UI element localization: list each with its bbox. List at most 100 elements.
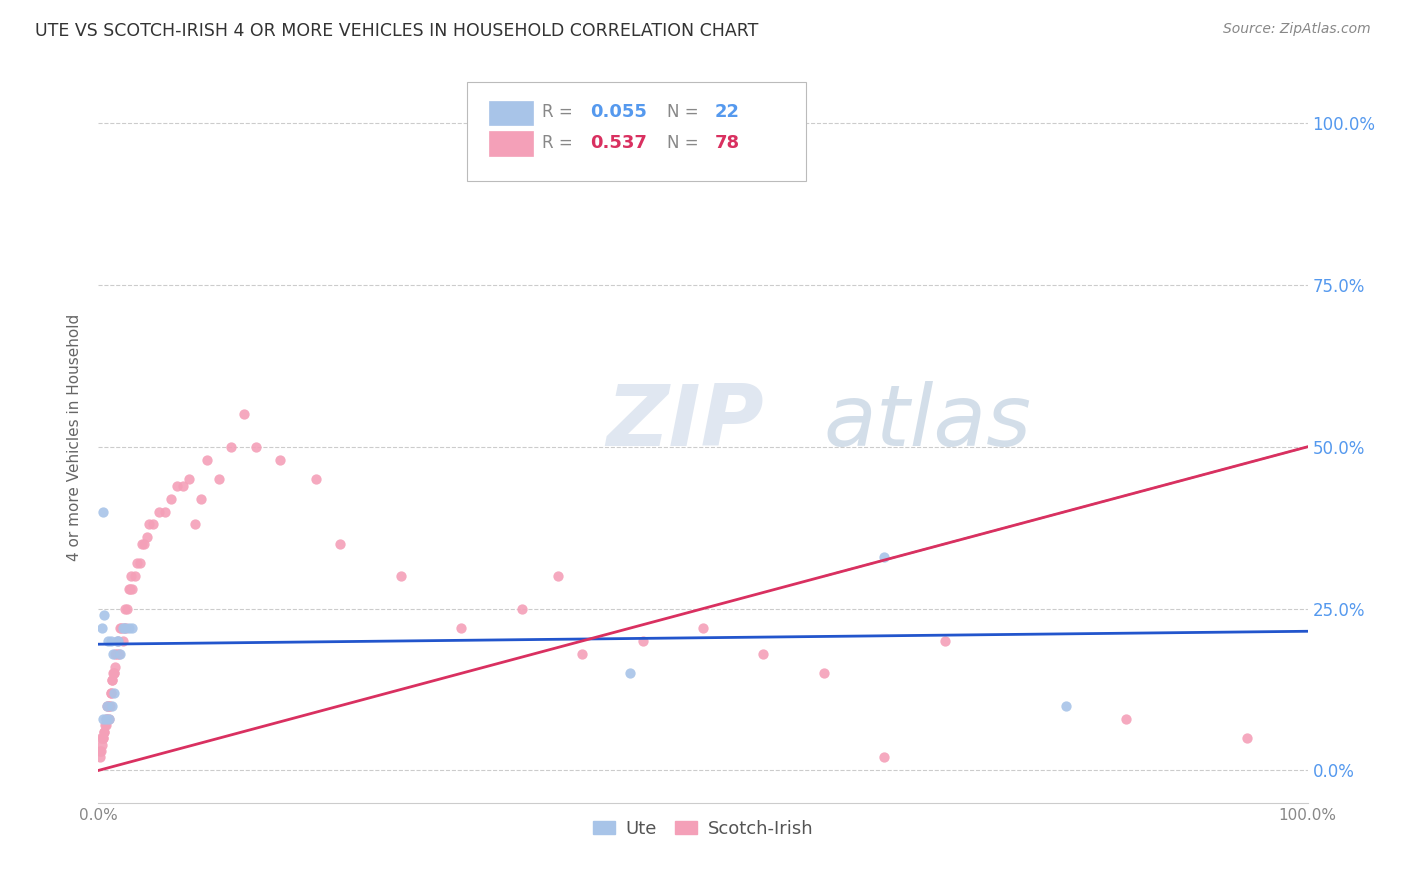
- FancyBboxPatch shape: [467, 82, 806, 181]
- Point: [91, 504, 114, 518]
- Point: [93, 724, 115, 739]
- Legend: Ute, Scotch-Irish: Ute, Scotch-Irish: [586, 813, 820, 845]
- Point: [104, 660, 127, 674]
- Point: [89, 750, 111, 764]
- Point: [112, 621, 135, 635]
- Point: [450, 621, 472, 635]
- Point: [96, 698, 118, 713]
- Point: [91, 731, 114, 745]
- Point: [118, 582, 141, 597]
- Text: R =: R =: [543, 103, 572, 121]
- Point: [90, 744, 112, 758]
- Point: [121, 621, 143, 635]
- Point: [124, 569, 146, 583]
- Point: [91, 621, 114, 635]
- Point: [134, 537, 156, 551]
- Point: [96, 698, 118, 713]
- Point: [98, 712, 121, 726]
- Point: [108, 647, 131, 661]
- Text: N =: N =: [666, 103, 699, 121]
- Text: 0.537: 0.537: [591, 134, 647, 152]
- Point: [752, 647, 775, 661]
- Point: [118, 621, 141, 635]
- Point: [179, 472, 201, 486]
- Point: [96, 712, 118, 726]
- Point: [94, 712, 117, 726]
- Point: [98, 698, 121, 713]
- Point: [114, 601, 136, 615]
- Point: [115, 621, 138, 635]
- Text: R =: R =: [543, 134, 572, 152]
- Point: [100, 686, 122, 700]
- Point: [166, 478, 188, 492]
- Point: [631, 634, 654, 648]
- Point: [94, 718, 117, 732]
- Point: [96, 712, 118, 726]
- Y-axis label: 4 or more Vehicles in Household: 4 or more Vehicles in Household: [67, 313, 83, 561]
- Point: [184, 517, 207, 532]
- Point: [101, 673, 124, 687]
- Point: [105, 647, 128, 661]
- Point: [101, 666, 124, 681]
- Point: [873, 750, 896, 764]
- Point: [245, 440, 267, 454]
- Point: [172, 478, 194, 492]
- Point: [1115, 712, 1137, 726]
- Point: [547, 569, 569, 583]
- Point: [692, 621, 714, 635]
- Point: [111, 634, 134, 648]
- Point: [208, 472, 231, 486]
- Point: [114, 621, 136, 635]
- Text: Source: ZipAtlas.com: Source: ZipAtlas.com: [1223, 22, 1371, 37]
- Point: [121, 582, 143, 597]
- Text: N =: N =: [666, 134, 699, 152]
- Point: [571, 647, 593, 661]
- Point: [97, 634, 120, 648]
- Point: [103, 666, 125, 681]
- Point: [148, 504, 170, 518]
- Point: [94, 718, 117, 732]
- Point: [90, 731, 112, 745]
- FancyBboxPatch shape: [489, 101, 533, 126]
- Point: [111, 621, 134, 635]
- Point: [91, 731, 114, 745]
- Point: [389, 569, 412, 583]
- Point: [110, 621, 132, 635]
- Point: [619, 666, 641, 681]
- Point: [1236, 731, 1258, 745]
- Text: 22: 22: [716, 103, 740, 121]
- Point: [93, 724, 115, 739]
- Text: atlas: atlas: [824, 381, 1032, 464]
- Point: [100, 686, 122, 700]
- Point: [510, 601, 533, 615]
- Point: [101, 647, 124, 661]
- Point: [97, 698, 120, 713]
- Point: [1054, 698, 1077, 713]
- Point: [127, 557, 149, 571]
- Point: [190, 491, 212, 506]
- Point: [118, 582, 141, 597]
- Point: [329, 537, 352, 551]
- Point: [105, 634, 128, 648]
- Point: [108, 647, 131, 661]
- Point: [89, 744, 111, 758]
- Point: [128, 557, 150, 571]
- Point: [104, 647, 127, 661]
- Text: ZIP: ZIP: [606, 381, 763, 464]
- Point: [91, 738, 114, 752]
- Point: [108, 621, 131, 635]
- Text: UTE VS SCOTCH-IRISH 4 OR MORE VEHICLES IN HOUSEHOLD CORRELATION CHART: UTE VS SCOTCH-IRISH 4 OR MORE VEHICLES I…: [35, 22, 758, 40]
- Point: [100, 634, 122, 648]
- Point: [131, 537, 153, 551]
- Text: 0.055: 0.055: [591, 103, 647, 121]
- Point: [100, 673, 122, 687]
- Point: [232, 408, 254, 422]
- Point: [195, 452, 218, 467]
- FancyBboxPatch shape: [489, 131, 533, 156]
- Point: [305, 472, 328, 486]
- Point: [103, 666, 125, 681]
- Point: [107, 634, 129, 648]
- Text: 78: 78: [716, 134, 740, 152]
- Point: [221, 440, 243, 454]
- Point: [93, 608, 115, 623]
